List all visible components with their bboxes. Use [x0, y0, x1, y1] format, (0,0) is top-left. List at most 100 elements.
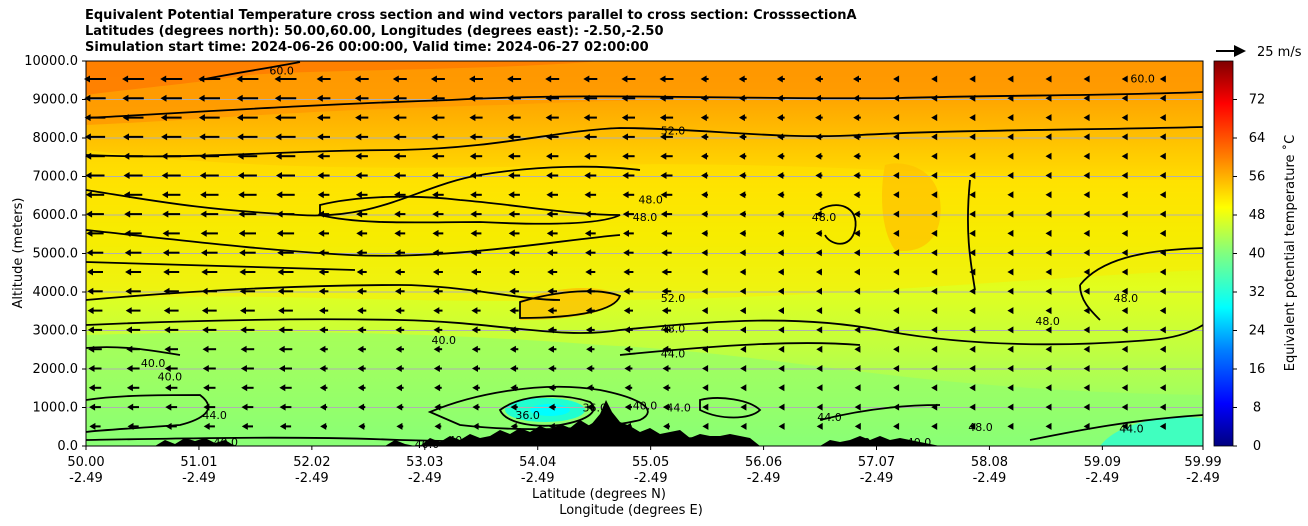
wind-arrow [239, 268, 256, 276]
wind-arrow [1045, 307, 1052, 315]
wind-arrow [89, 403, 101, 411]
wind-arrow [201, 268, 218, 276]
wind-arrow [1083, 133, 1090, 141]
wind-arrow [394, 268, 405, 276]
wind-arrow [700, 114, 709, 122]
wind-arrow [509, 307, 519, 315]
wind-arrow [124, 210, 142, 218]
wind-arrow [700, 75, 709, 83]
wind-arrow [125, 307, 141, 315]
wind-arrow [1083, 249, 1090, 257]
wind-arrow [355, 114, 369, 122]
wind-arrow [124, 229, 142, 237]
wind-arrow [318, 229, 329, 237]
wind-arrow [660, 210, 673, 218]
wind-arrow [814, 75, 823, 83]
wind-arrow [87, 326, 103, 334]
wind-arrow [1007, 210, 1014, 218]
wind-arrow [931, 152, 938, 160]
wind-arrow [660, 133, 673, 141]
wind-arrow [1121, 307, 1128, 315]
wind-arrow [319, 307, 329, 315]
wind-arrow [163, 268, 180, 276]
wind-arrow [319, 326, 328, 334]
wind-arrow [738, 94, 747, 102]
wind-arrow [1007, 172, 1014, 179]
contour-52-band [86, 165, 641, 217]
wind-arrow [969, 249, 976, 257]
wind-arrow [162, 229, 180, 237]
wind-arrow [127, 403, 139, 411]
wind-arrow [621, 114, 635, 122]
wind-arrow [969, 75, 976, 83]
wind-arrow [1159, 307, 1166, 315]
contour-48-mid [86, 318, 1203, 346]
wind-arrow [854, 307, 861, 315]
wind-arrow [739, 191, 747, 199]
wind-arrow [585, 326, 595, 334]
wind-arrow [584, 172, 597, 179]
wind-arrow [662, 403, 671, 411]
contour-label: 40.0 [141, 357, 166, 370]
wind-arrow [316, 75, 331, 83]
x-tick-label-lon: -2.49 [295, 471, 329, 486]
contour-label: 48.0 [633, 211, 658, 224]
contour-52-upper [86, 126, 1203, 158]
wind-arrow [1083, 365, 1090, 372]
wind-arrow [1007, 94, 1014, 102]
wind-arrow [1121, 365, 1128, 372]
wind-arrow [701, 268, 708, 276]
colorbar-ticks: 0 8 16 24 32 40 48 56 64 72 [1233, 93, 1265, 454]
wind-arrow [778, 384, 785, 392]
contour-48-a [319, 195, 621, 225]
wind-arrow [969, 268, 976, 276]
wind-arrow [1121, 94, 1128, 102]
wind-arrow [700, 94, 709, 102]
wind-arrow [853, 114, 861, 122]
colorbar [1213, 60, 1234, 447]
contour-48-tube [967, 179, 976, 291]
wind-arrow [854, 268, 860, 276]
wind-arrow [662, 345, 671, 353]
wind-arrow [84, 75, 106, 83]
wind-arrow [777, 229, 784, 237]
wind-arrow [854, 365, 861, 372]
wind-arrow [356, 249, 367, 257]
wind-arrow [1045, 94, 1052, 102]
wind-arrow [1159, 229, 1166, 237]
wind-arrow [1121, 403, 1128, 411]
wind-arrow [931, 210, 938, 218]
wind-arrow [1159, 172, 1166, 179]
wind-arrow [1159, 94, 1166, 102]
contour-label: 48.0 [638, 194, 663, 207]
wind-arrow [510, 422, 518, 430]
wind-arrow [356, 210, 368, 218]
wind-arrow [1007, 75, 1014, 83]
wind-arrow [893, 345, 900, 353]
wind-arrow [126, 345, 140, 353]
wind-arrow [237, 172, 257, 179]
wind-arrow [1121, 249, 1128, 257]
wind-arrow [279, 365, 292, 372]
wind-arrow [393, 94, 407, 102]
wind-arrow [319, 384, 328, 392]
wind-arrow [584, 152, 597, 160]
wind-arrow [777, 268, 784, 276]
x-tick-label-lon: -2.49 [1086, 471, 1120, 486]
wind-arrow [318, 268, 329, 276]
wind-arrow [583, 114, 597, 122]
wind-arrow [87, 307, 103, 315]
wind-arrow [1045, 172, 1052, 179]
contour-labels: 60.0 60.0 52.0 48.0 48.0 48.0 52.0 48.0 44.0 48.0… [141, 65, 1155, 451]
wind-arrow [357, 345, 366, 353]
wind-arrow [200, 210, 219, 218]
wind-arrow [739, 268, 746, 276]
wind-arrow [431, 114, 445, 122]
wind-arrow [393, 114, 407, 122]
wind-arrow [275, 114, 296, 122]
wind-arrow [276, 172, 295, 179]
wind-arrow [126, 326, 141, 334]
wind-arrow [507, 94, 521, 102]
wind-arrow [815, 191, 823, 199]
wind-arrow [621, 75, 636, 83]
